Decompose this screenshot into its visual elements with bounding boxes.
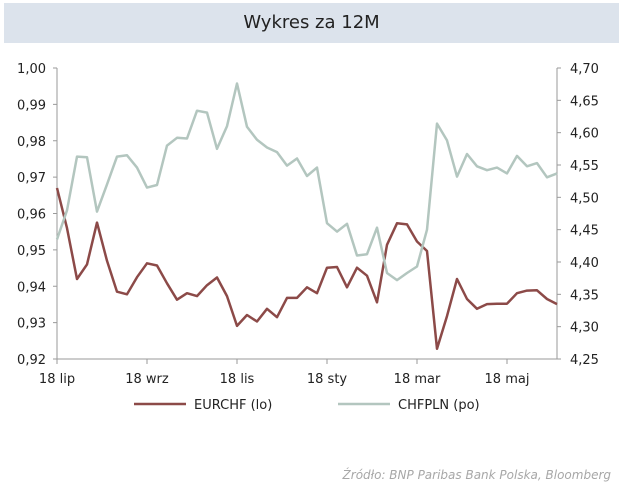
x-tick-label: 18 wrz [125, 372, 169, 387]
right-tick-label: 4,50 [570, 191, 599, 206]
chart-title: Wykres za 12M [243, 12, 380, 33]
series-line-chfpln [55, 82, 558, 282]
right-tick-label: 4,35 [570, 288, 599, 303]
left-tick-label: 0,98 [17, 135, 46, 150]
right-tick-label: 4,45 [570, 224, 599, 239]
legend-label: CHFPLN (po) [398, 398, 480, 413]
right-tick-label: 4,40 [570, 256, 599, 271]
x-tick-label: 18 sty [307, 372, 348, 387]
x-tick-label: 18 lis [220, 372, 255, 387]
right-tick-label: 4,60 [570, 127, 599, 142]
right-tick-label: 4,55 [570, 159, 599, 174]
left-tick-label: 0,97 [17, 171, 46, 186]
chart-title-bar: Wykres za 12M [4, 3, 619, 43]
right-tick-label: 4,65 [570, 94, 599, 109]
x-tick-label: 18 maj [485, 372, 530, 387]
series-line-eurchf [55, 187, 558, 351]
left-tick-label: 0,96 [17, 208, 46, 223]
left-tick-label: 1,00 [17, 62, 46, 77]
source-note: Źródło: BNP Paribas Bank Polska, Bloombe… [342, 468, 611, 482]
left-tick-label: 0,94 [17, 280, 46, 295]
left-tick-label: 0,99 [17, 98, 46, 113]
left-tick-label: 0,92 [17, 353, 46, 368]
left-tick-label: 0,93 [17, 317, 46, 332]
right-tick-label: 4,30 [570, 321, 599, 336]
x-tick-label: 18 lip [39, 372, 75, 387]
x-tick-label: 18 mar [394, 372, 441, 387]
right-tick-label: 4,25 [570, 353, 599, 368]
legend-label: EURCHF (lo) [194, 398, 272, 413]
left-tick-label: 0,95 [17, 244, 46, 259]
right-tick-label: 4,70 [570, 62, 599, 77]
